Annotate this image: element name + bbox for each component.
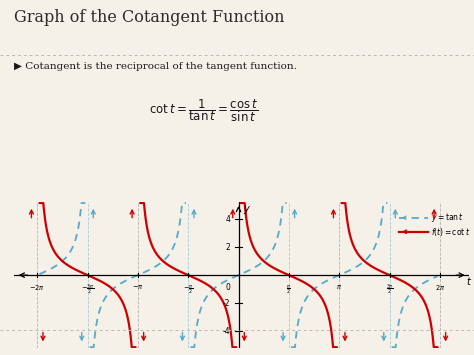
Text: -4: -4 — [223, 327, 230, 335]
Text: ▶ Cotangent is the reciprocal of the tangent function.: ▶ Cotangent is the reciprocal of the tan… — [14, 62, 297, 71]
Text: 0: 0 — [226, 283, 230, 292]
Text: $\pi$: $\pi$ — [336, 283, 342, 291]
Text: $2\pi$: $2\pi$ — [435, 283, 445, 292]
Text: $-\pi$: $-\pi$ — [132, 283, 144, 291]
Text: $f(t) = \cot t$: $f(t) = \cot t$ — [431, 226, 470, 238]
Text: $y$: $y$ — [243, 204, 252, 217]
Text: $-\frac{\pi}{2}$: $-\frac{\pi}{2}$ — [183, 283, 193, 296]
Text: Graph of the Cotangent Function: Graph of the Cotangent Function — [14, 9, 285, 26]
Text: $y = \tan t$: $y = \tan t$ — [431, 211, 464, 224]
Text: $-2\pi$: $-2\pi$ — [29, 283, 45, 292]
Text: $\mathrm{cot}\,t = \dfrac{1}{\tan t} = \dfrac{\cos t}{\sin t}$: $\mathrm{cot}\,t = \dfrac{1}{\tan t} = \… — [149, 98, 259, 124]
Text: $\frac{3\pi}{2}$: $\frac{3\pi}{2}$ — [386, 283, 393, 297]
Text: -2: -2 — [223, 299, 230, 308]
Text: $\frac{\pi}{2}$: $\frac{\pi}{2}$ — [286, 283, 292, 296]
Text: 2: 2 — [226, 242, 230, 252]
Text: 4: 4 — [226, 215, 230, 224]
Text: $t$: $t$ — [466, 275, 472, 288]
Text: $-\frac{3\pi}{2}$: $-\frac{3\pi}{2}$ — [81, 283, 94, 297]
